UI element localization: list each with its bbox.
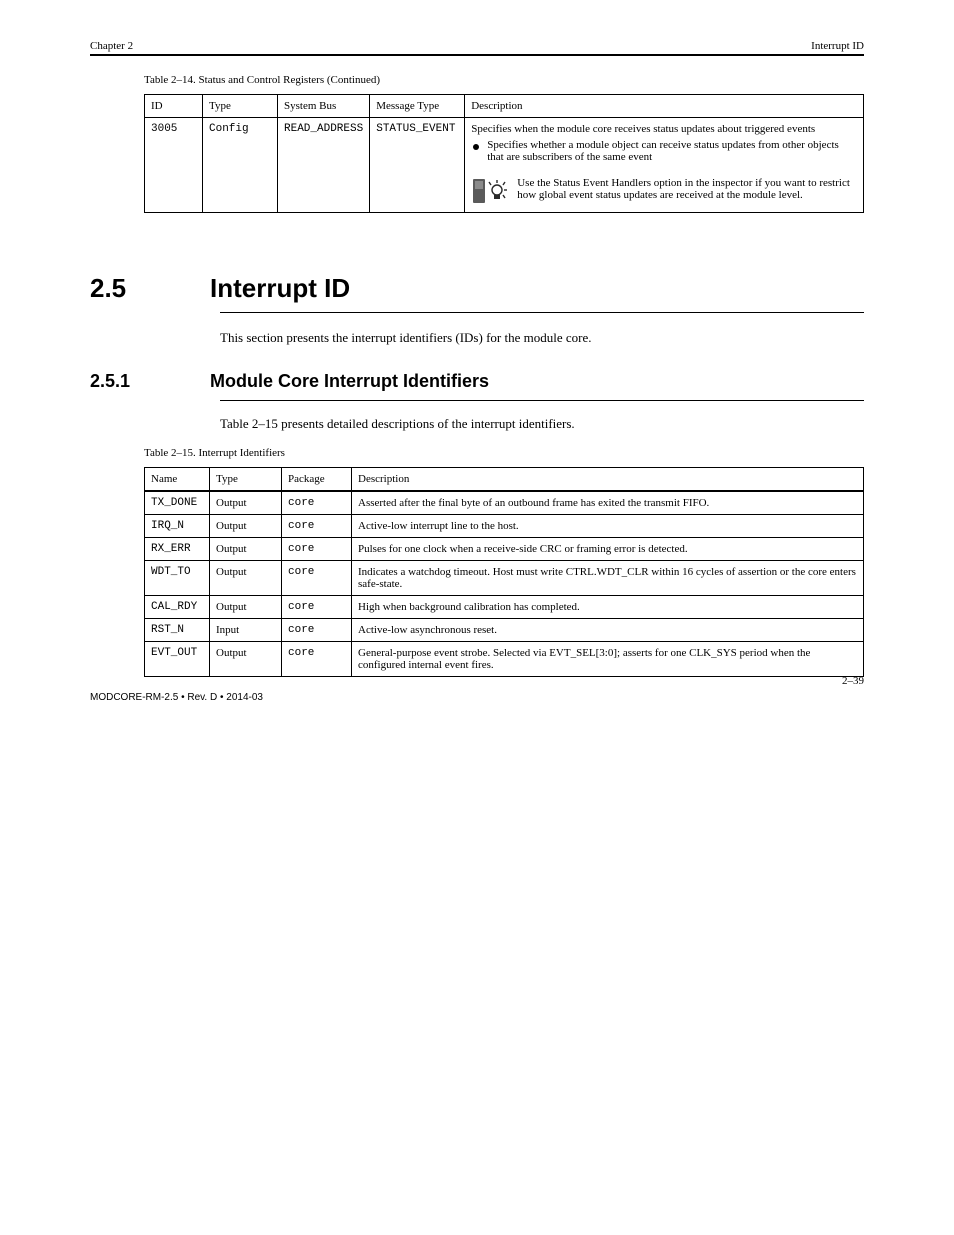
table-row: RST_NInputcoreActive-low asynchronous re… [145, 619, 864, 642]
cell-package: core [282, 596, 352, 619]
table-row: EVT_OUTOutputcoreGeneral-purpose event s… [145, 642, 864, 677]
cell-description: Pulses for one clock when a receive-side… [352, 538, 864, 561]
cell-system-bus: READ_ADDRESS [278, 118, 370, 213]
cell-type: Config [203, 118, 278, 213]
description-bullet-row: Specifies whether a module object can re… [471, 139, 857, 163]
cell-type: Output [210, 596, 282, 619]
col-description2: Description [352, 468, 864, 492]
cell-message-type: STATUS_EVENT [370, 118, 465, 213]
description-bullet: Specifies whether a module object can re… [487, 139, 857, 163]
cell-package: core [282, 642, 352, 677]
description-tip-row: Use the Status Event Handlers option in … [471, 177, 857, 207]
page-number: 2–39 [842, 675, 864, 687]
cell-description: Specifies when the module core receives … [465, 118, 864, 213]
table1-row: 3005 Config READ_ADDRESS STATUS_EVENT Sp… [145, 118, 864, 213]
page-header: Chapter 2 Interrupt ID [90, 40, 864, 52]
cell-package: core [282, 561, 352, 596]
col-message-type: Message Type [370, 95, 465, 118]
cell-description: Active-low asynchronous reset. [352, 619, 864, 642]
col-type: Type [203, 95, 278, 118]
cell-name: RX_ERR [145, 538, 210, 561]
table-row: CAL_RDYOutputcoreHigh when background ca… [145, 596, 864, 619]
table1-caption: Table 2–14. Status and Control Registers… [144, 74, 864, 86]
cell-type: Output [210, 538, 282, 561]
cell-description: Indicates a watchdog timeout. Host must … [352, 561, 864, 596]
bullet-icon [473, 144, 479, 150]
col-description: Description [465, 95, 864, 118]
cell-name: RST_N [145, 619, 210, 642]
table-row: TX_DONEOutputcoreAsserted after the fina… [145, 491, 864, 515]
header-rule [90, 54, 864, 56]
section-rule [220, 312, 864, 313]
subsection-rule [220, 400, 864, 401]
cell-name: WDT_TO [145, 561, 210, 596]
section-heading: 2.5 Interrupt ID [90, 273, 864, 304]
section-title: Interrupt ID [210, 273, 864, 304]
table-row: WDT_TOOutputcoreIndicates a watchdog tim… [145, 561, 864, 596]
table2-caption: Table 2–15. Interrupt Identifiers [144, 447, 864, 459]
cell-package: core [282, 491, 352, 515]
cell-type: Output [210, 561, 282, 596]
interrupts-table: Name Type Package Description TX_DONEOut… [144, 467, 864, 677]
page: Chapter 2 Interrupt ID Table 2–14. Statu… [0, 0, 954, 717]
section-number: 2.5 [90, 273, 180, 304]
cell-description: Active-low interrupt line to the host. [352, 515, 864, 538]
cell-package: core [282, 619, 352, 642]
table-row: RX_ERROutputcorePulses for one clock whe… [145, 538, 864, 561]
table1-header-row: ID Type System Bus Message Type Descript… [145, 95, 864, 118]
col-id: ID [145, 95, 203, 118]
cell-name: EVT_OUT [145, 642, 210, 677]
description-head: Specifies when the module core receives … [471, 123, 857, 135]
col-system-bus: System Bus [278, 95, 370, 118]
doc-code: MODCORE-RM-2.5 • Rev. D • 2014-03 [90, 692, 263, 703]
subsection-number: 2.5.1 [90, 371, 180, 392]
subsection-paragraph: Table 2–15 presents detailed description… [220, 415, 864, 433]
cell-type: Input [210, 619, 282, 642]
col-type2: Type [210, 468, 282, 492]
subsection-heading: 2.5.1 Module Core Interrupt Identifiers [90, 371, 864, 392]
cell-description: General-purpose event strobe. Selected v… [352, 642, 864, 677]
tip-icon [471, 177, 509, 207]
cell-name: IRQ_N [145, 515, 210, 538]
cell-description: High when background calibration has com… [352, 596, 864, 619]
subsection-title: Module Core Interrupt Identifiers [210, 371, 864, 392]
registers-table: ID Type System Bus Message Type Descript… [144, 94, 864, 213]
cell-type: Output [210, 642, 282, 677]
col-package: Package [282, 468, 352, 492]
cell-description: Asserted after the final byte of an outb… [352, 491, 864, 515]
table2-header-row: Name Type Package Description [145, 468, 864, 492]
cell-type: Output [210, 515, 282, 538]
section-paragraph: This section presents the interrupt iden… [220, 329, 864, 347]
header-title: Interrupt ID [811, 40, 864, 52]
col-name: Name [145, 468, 210, 492]
cell-package: core [282, 515, 352, 538]
cell-id: 3005 [145, 118, 203, 213]
cell-name: CAL_RDY [145, 596, 210, 619]
header-chapter: Chapter 2 [90, 40, 133, 52]
cell-name: TX_DONE [145, 491, 210, 515]
cell-package: core [282, 538, 352, 561]
cell-type: Output [210, 491, 282, 515]
table-row: IRQ_NOutputcoreActive-low interrupt line… [145, 515, 864, 538]
description-tip: Use the Status Event Handlers option in … [517, 177, 857, 201]
